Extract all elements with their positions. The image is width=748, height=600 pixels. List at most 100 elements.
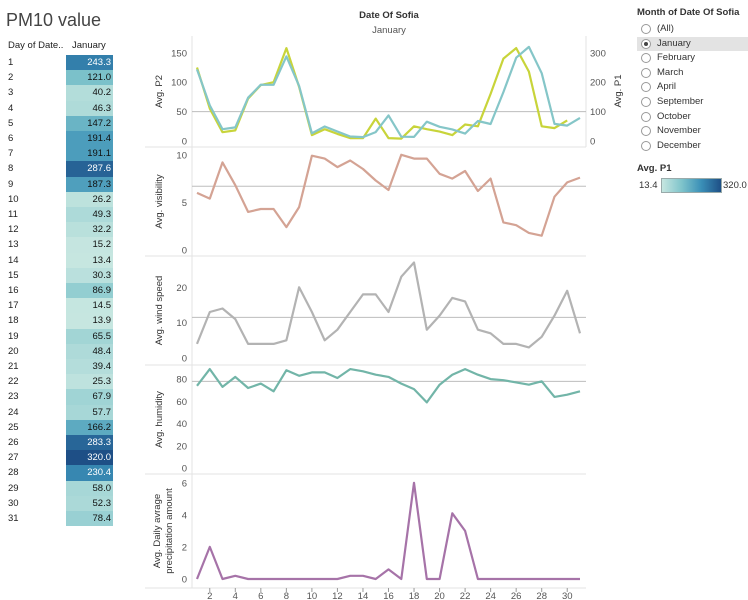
filter-option-label: (All)	[657, 23, 674, 34]
pm10-value-cell: 15.2	[66, 237, 113, 253]
radio-icon[interactable]	[641, 126, 651, 137]
radio-icon[interactable]	[641, 82, 651, 93]
filter-option[interactable]: March	[637, 66, 748, 81]
day-cell: 6	[8, 133, 14, 144]
y-tick-label: 0	[182, 354, 187, 365]
y-tick-label: 40	[176, 419, 187, 430]
day-cell: 14	[8, 254, 19, 266]
filter-option-label: October	[657, 110, 691, 122]
day-cell: 8	[8, 163, 14, 175]
y-axis-label: Avg. P2	[154, 75, 165, 108]
table-row: 3 40.2	[6, 85, 114, 101]
chart-panel: 0 50 100 150 0 100 200 300 Avg. P2 Avg. P1	[145, 36, 624, 148]
day-cell: 18	[8, 315, 19, 327]
pm10-value-cell: 287.6	[66, 161, 113, 177]
day-cell: 3	[8, 87, 14, 99]
filter-option[interactable]: December	[637, 139, 748, 154]
x-tick-label: 22	[460, 591, 471, 600]
page-title: PM10 value	[6, 10, 102, 30]
day-cell: 30	[8, 497, 19, 509]
chart-title: Date Of Sofia	[359, 10, 419, 21]
table-row: 9 187.3	[6, 176, 114, 192]
day-cell: 27	[8, 452, 19, 464]
x-tick-label: 4	[233, 591, 238, 600]
filter-option[interactable]: September	[637, 95, 748, 110]
radio-icon[interactable]	[641, 111, 651, 122]
pm10-value-cell: 46.3	[66, 100, 113, 116]
x-axis: 2 4 6 8 10 12 14 16 18 20 22 24 26 28 30	[207, 588, 573, 600]
pm10-value-cell: 49.3	[66, 207, 113, 223]
table-row: 1 243.3	[6, 55, 114, 71]
pm10-value-cell: 283.3	[66, 435, 113, 451]
y2-tick-label: 200	[590, 78, 606, 89]
series-line-2	[195, 45, 581, 139]
pm10-value-cell: 39.4	[66, 359, 113, 375]
filter-option-label: February	[657, 52, 696, 64]
filter-option-label: January	[657, 37, 691, 49]
day-cell: 5	[8, 117, 14, 129]
filter-option[interactable]: February	[637, 51, 748, 66]
filter-option[interactable]: October	[637, 110, 748, 125]
filter-option[interactable]: April	[637, 80, 748, 95]
table-row: 30 52.3	[6, 495, 114, 511]
day-cell: 4	[8, 102, 14, 114]
day-cell: 10	[8, 193, 19, 205]
radio-icon[interactable]	[641, 97, 651, 107]
table-row: 18 13.9	[6, 313, 114, 329]
pm10-value-cell: 13.4	[66, 252, 113, 268]
y2-tick-label: 0	[590, 137, 595, 148]
pm10-value-cell: 25.3	[66, 374, 113, 390]
pm10-value-cell: 57.7	[66, 404, 113, 420]
y-tick-label: 0	[182, 246, 187, 257]
y-tick-label: 0	[182, 464, 187, 475]
pm10-value-cell: 147.2	[66, 115, 113, 131]
table-row: 17 14.5	[6, 298, 114, 314]
pm10-value-cell: 191.4	[66, 131, 113, 147]
table-row: 10 26.2	[6, 191, 114, 207]
table-row: 4 46.3	[6, 100, 114, 116]
pm10-value-cell: 40.2	[66, 85, 113, 101]
pm10-value-cell: 230.4	[66, 465, 113, 481]
pm10-value-cell: 187.3	[66, 176, 113, 192]
y-tick-label: 20	[176, 441, 187, 452]
day-cell: 17	[8, 300, 19, 312]
x-tick-label: 6	[258, 591, 263, 600]
table-row: 28 230.4	[6, 465, 114, 481]
y-tick-label: 50	[176, 107, 187, 118]
day-cell: 21	[8, 361, 19, 372]
y-tick-label: 60	[176, 397, 187, 408]
radio-icon[interactable]	[641, 140, 651, 151]
filter-option-label: November	[657, 125, 701, 137]
table-row: 6 191.4	[6, 131, 114, 147]
chart-subtitle: January	[372, 25, 406, 36]
pm10-value-cell: 320.0	[66, 450, 113, 466]
filter-option[interactable]: January	[637, 36, 748, 52]
y-tick-label: 6	[182, 478, 187, 489]
radio-icon[interactable]	[641, 67, 651, 78]
radio-icon[interactable]	[641, 24, 651, 34]
pm10-value-cell: 30.3	[66, 267, 113, 283]
filter-option[interactable]: November	[637, 124, 748, 139]
filter-option-label: April	[657, 81, 677, 93]
table-row: 12 32.2	[6, 222, 114, 238]
table-row: 26 283.3	[6, 435, 114, 451]
y-tick-label: 10	[176, 150, 187, 161]
pm10-value-cell: 52.3	[66, 495, 113, 511]
y-tick-label: 80	[176, 375, 187, 386]
pm10-value-cell: 58.0	[66, 480, 113, 496]
radio-icon[interactable]	[641, 53, 651, 64]
y-tick-label: 2	[182, 542, 187, 553]
y-tick-label: 5	[182, 198, 187, 209]
pm10-value-cell: 32.2	[66, 222, 113, 238]
table-row: 20 48.4	[6, 343, 114, 359]
y-axis-label: Avg. wind speed	[154, 276, 165, 346]
table-row: 13 15.2	[6, 237, 114, 253]
x-tick-label: 24	[485, 591, 496, 600]
filter-option[interactable]: (All)	[637, 22, 748, 37]
pm10-value-cell: 121.0	[66, 70, 113, 86]
chart-panel: 0 2 4 6 Avg. Daily avrage precipitation amoun…	[145, 474, 586, 589]
day-cell: 28	[8, 467, 19, 479]
day-cell: 19	[8, 330, 19, 342]
y-axis-label: Avg. humidity	[154, 391, 165, 448]
radio-icon[interactable]	[641, 38, 651, 49]
